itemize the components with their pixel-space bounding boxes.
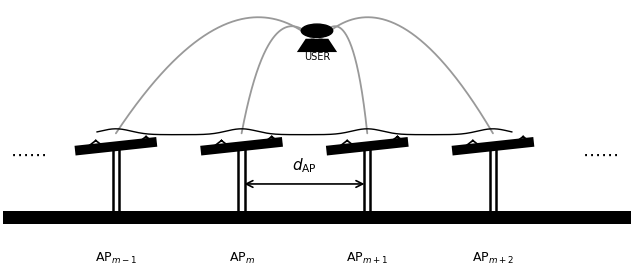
Text: $\cdots$: $\cdots$ <box>484 140 495 150</box>
Text: $\mathrm{AP}_{m-1}$: $\mathrm{AP}_{m-1}$ <box>95 251 137 266</box>
Text: USER: USER <box>304 52 330 62</box>
Text: $\cdots\cdots$: $\cdots\cdots$ <box>10 146 46 164</box>
Bar <box>3 211 631 224</box>
Text: $\cdots$: $\cdots$ <box>359 140 370 150</box>
Text: $\mathrm{AP}_{m+2}$: $\mathrm{AP}_{m+2}$ <box>472 251 514 266</box>
Text: $\mathrm{AP}_{m+1}$: $\mathrm{AP}_{m+1}$ <box>346 251 389 266</box>
Polygon shape <box>297 39 337 52</box>
Text: $\cdots$: $\cdots$ <box>107 140 118 150</box>
Text: $\cdots\cdots$: $\cdots\cdots$ <box>582 146 618 164</box>
Text: $\cdots$: $\cdots$ <box>233 140 243 150</box>
Circle shape <box>301 24 333 38</box>
Text: $d_{\mathrm{AP}}$: $d_{\mathrm{AP}}$ <box>292 156 317 175</box>
Text: $\mathrm{AP}_{m}$: $\mathrm{AP}_{m}$ <box>228 251 255 266</box>
